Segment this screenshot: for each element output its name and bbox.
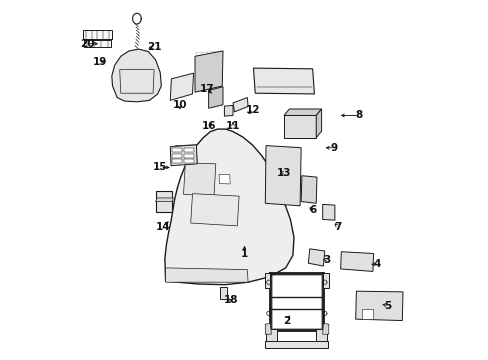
Polygon shape [265, 341, 327, 348]
Polygon shape [301, 176, 316, 203]
Text: 7: 7 [333, 222, 341, 231]
Polygon shape [284, 116, 316, 138]
Text: 17: 17 [199, 84, 214, 94]
Polygon shape [316, 329, 326, 342]
Text: 1: 1 [241, 248, 247, 258]
Text: 10: 10 [172, 100, 187, 110]
Polygon shape [224, 105, 233, 116]
Polygon shape [323, 273, 328, 288]
Polygon shape [195, 51, 223, 92]
Polygon shape [340, 252, 373, 271]
Text: 13: 13 [276, 168, 290, 178]
Polygon shape [190, 194, 239, 226]
Text: 2: 2 [283, 316, 290, 325]
Polygon shape [265, 329, 276, 342]
Text: 3: 3 [323, 255, 330, 265]
Polygon shape [175, 145, 197, 163]
Polygon shape [316, 109, 321, 138]
Text: 4: 4 [373, 259, 380, 269]
Polygon shape [284, 109, 321, 116]
Polygon shape [308, 249, 324, 266]
Polygon shape [170, 73, 193, 100]
Polygon shape [265, 145, 301, 206]
Polygon shape [170, 145, 197, 166]
Polygon shape [362, 309, 372, 319]
Polygon shape [322, 204, 334, 220]
Polygon shape [220, 287, 227, 299]
Text: 6: 6 [308, 206, 316, 216]
Polygon shape [83, 30, 112, 40]
Polygon shape [265, 323, 271, 334]
Polygon shape [233, 98, 247, 112]
Text: 16: 16 [202, 121, 216, 131]
Polygon shape [184, 154, 193, 158]
Polygon shape [184, 148, 193, 152]
Text: 5: 5 [384, 301, 391, 311]
Polygon shape [322, 323, 328, 334]
Polygon shape [172, 148, 182, 152]
Polygon shape [175, 80, 183, 87]
Polygon shape [183, 163, 215, 196]
Text: 21: 21 [146, 42, 161, 52]
Text: 15: 15 [153, 162, 167, 172]
Polygon shape [265, 273, 270, 288]
Text: 20: 20 [80, 39, 95, 49]
Polygon shape [155, 198, 173, 202]
Polygon shape [172, 154, 182, 158]
Text: 8: 8 [355, 111, 362, 121]
Text: 18: 18 [223, 295, 238, 305]
Polygon shape [208, 87, 223, 108]
Text: 19: 19 [93, 57, 107, 67]
Polygon shape [155, 192, 172, 212]
Polygon shape [253, 68, 314, 94]
Polygon shape [83, 40, 111, 47]
Polygon shape [219, 174, 230, 184]
Text: 9: 9 [330, 143, 337, 153]
Text: 14: 14 [155, 222, 170, 231]
Polygon shape [165, 268, 247, 282]
Text: 11: 11 [225, 121, 240, 131]
Polygon shape [164, 129, 293, 285]
Polygon shape [112, 49, 161, 102]
Polygon shape [355, 291, 402, 320]
Polygon shape [184, 159, 193, 163]
Polygon shape [172, 159, 182, 163]
Text: 12: 12 [246, 105, 260, 115]
